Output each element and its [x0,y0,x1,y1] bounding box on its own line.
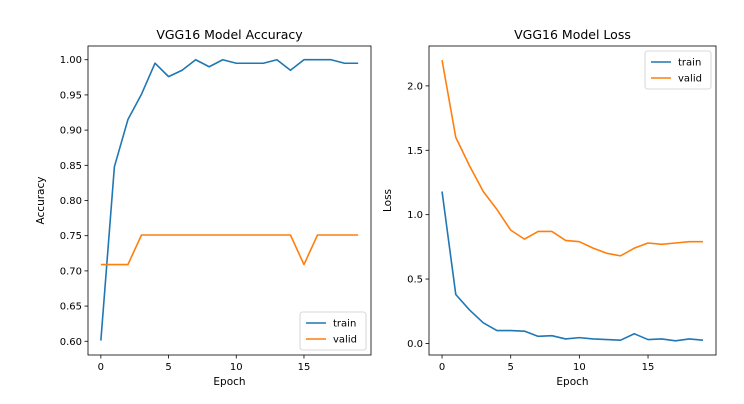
y-tick-label: 0.85 [60,161,82,172]
legend-label: valid [678,74,702,85]
series-line-valid [441,60,703,257]
legend: train valid [299,311,367,351]
x-tick-label: 15 [298,362,311,373]
x-tick-label: 0 [98,362,104,373]
x-tick-label: 5 [508,362,514,373]
x-tick-label: 10 [573,362,586,373]
loss-chart: VGG16 Model Loss 0 5 10 15 0.0 0.5 1.0 1.5 2.0 Epo… [382,27,717,388]
y-tick-label: 0.75 [60,231,82,242]
y-tick-label: 0.0 [407,339,423,350]
y-tick-label: 0.60 [60,337,82,348]
legend-label: train [333,319,356,330]
x-tick-label: 15 [642,362,655,373]
y-axis-label: Loss [382,189,394,212]
plot-frame [428,45,717,356]
y-tick-label: 0.65 [60,302,82,313]
series-line-valid [100,234,359,266]
accuracy-chart: VGG16 Model Accuracy 0 5 10 15 0.60 0.65 0.70 0.… [35,27,372,388]
legend-box [299,311,367,351]
x-tick-label: 5 [165,362,171,373]
x-axis-label: Epoch [213,376,245,388]
y-tick-label: 1.00 [60,55,82,66]
y-tick-label: 1.0 [407,210,423,221]
y-tick-label: 0.95 [60,90,82,101]
legend-label: valid [333,335,357,346]
y-tick-label: 2.0 [407,81,423,92]
x-tick-label: 0 [439,362,445,373]
y-tick-label: 1.5 [407,146,423,157]
chart-title: VGG16 Model Loss [514,27,631,42]
x-tick-label: 10 [230,362,243,373]
y-axis-label: Accuracy [35,177,47,225]
legend: train valid [644,50,712,90]
legend-label: train [678,58,701,69]
y-tick-label: 0.80 [60,196,82,207]
x-axis-label: Epoch [556,376,588,388]
series-line-train [441,191,704,342]
legend-box [644,50,712,90]
y-tick-label: 0.90 [60,126,82,137]
plot-frame [87,45,372,356]
y-tick-label: 0.5 [407,275,423,286]
series-line-train [100,58,359,341]
y-tick-label: 0.70 [60,266,82,277]
chart-title: VGG16 Model Accuracy [156,27,303,42]
